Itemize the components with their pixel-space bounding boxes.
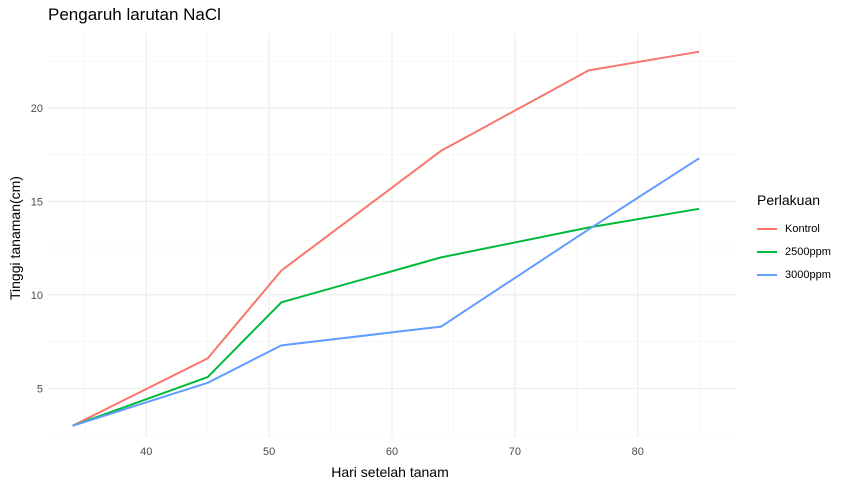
y-tick-label: 15 xyxy=(31,196,43,208)
legend-item-kontrol: Kontrol xyxy=(757,217,831,240)
major-gridlines xyxy=(48,33,736,437)
x-tick-label: 50 xyxy=(263,446,275,458)
series-lines xyxy=(72,50,700,427)
legend-item-3000ppm: 3000ppm xyxy=(757,263,831,286)
series-line-kontrol xyxy=(72,50,700,427)
legend-label-3000ppm: 3000ppm xyxy=(785,268,831,281)
legend-label-2500ppm: 2500ppm xyxy=(785,245,831,258)
x-tick-label: 40 xyxy=(140,446,152,458)
y-tick-label: 10 xyxy=(31,290,43,302)
legend: Perlakuan Kontrol 2500ppm 3000ppm xyxy=(757,192,831,286)
legend-label-kontrol: Kontrol xyxy=(785,222,820,235)
y-tick-label: 5 xyxy=(37,383,43,395)
legend-key-kontrol xyxy=(757,227,777,230)
legend-key-3000ppm xyxy=(757,273,777,276)
legend-key-2500ppm xyxy=(757,250,777,253)
x-tick-label: 60 xyxy=(386,446,398,458)
chart-title: Pengaruh larutan NaCl xyxy=(48,5,221,24)
legend-title: Perlakuan xyxy=(757,192,821,208)
x-tick-label: 70 xyxy=(509,446,521,458)
series-line-3000ppm xyxy=(72,157,700,427)
x-axis-title: Hari setelah tanam xyxy=(331,464,449,480)
series-line-2500ppm xyxy=(72,207,700,427)
x-tick-label: 80 xyxy=(632,446,644,458)
tick-labels: 40 50 60 70 80 5 10 15 20 xyxy=(31,103,644,458)
legend-item-2500ppm: 2500ppm xyxy=(757,240,831,263)
y-tick-label: 20 xyxy=(31,103,43,115)
